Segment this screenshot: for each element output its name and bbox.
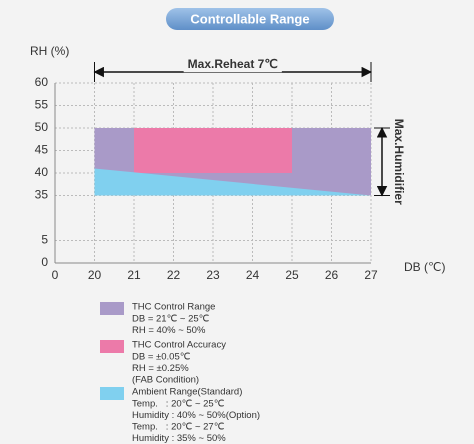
y-tick-label: 60 — [35, 75, 49, 89]
x-axis-label: DB (℃) — [404, 260, 445, 274]
y-tick-label: 50 — [35, 120, 49, 134]
region — [94, 168, 371, 196]
legend-detail: DB = 21℃ ~ 25℃ — [132, 314, 210, 325]
legend-detail: RH = ±0.25% — [132, 363, 189, 374]
x-tick-label: 26 — [325, 268, 339, 282]
legend-detail: RH = 40% ~ 50% — [132, 325, 206, 336]
legend-label: THC Control Accuracy — [132, 340, 226, 351]
x-tick-label: 27 — [364, 268, 378, 282]
legend-detail: Temp. : 20℃ ~ 27℃ — [132, 422, 225, 433]
x-tick-label: 0 — [52, 268, 59, 282]
legend-detail: (FAB Condition) — [132, 375, 199, 386]
chart-title: Controllable Range — [190, 11, 309, 26]
y-tick-label: 55 — [35, 98, 49, 112]
legend-swatch — [100, 387, 124, 400]
legend-label: Ambient Range(Standard) — [132, 387, 242, 398]
x-tick-label: 24 — [246, 268, 260, 282]
legend-detail: DB = ±0.05℃ — [132, 352, 191, 363]
legend-swatch — [100, 302, 124, 315]
legend-label: THC Control Range — [132, 302, 215, 313]
x-tick-label: 23 — [206, 268, 220, 282]
legend-detail: Humidity : 35% ~ 50% — [132, 433, 226, 444]
y-axis-label: RH (%) — [30, 44, 69, 58]
annotation: Max.Humidifier — [392, 119, 406, 205]
y-tick-label: 40 — [35, 165, 49, 179]
y-tick-label: 0 — [41, 255, 48, 269]
title-button — [166, 8, 334, 30]
annotation-bg — [183, 56, 282, 73]
x-tick-label: 20 — [88, 268, 102, 282]
y-tick-label: 45 — [35, 143, 49, 157]
legend-detail: Temp. : 20℃ ~ 25℃ — [132, 399, 225, 410]
region — [134, 128, 292, 173]
x-tick-label: 22 — [167, 268, 181, 282]
annotation: Max.Reheat 7℃ — [188, 57, 278, 71]
legend-swatch — [100, 340, 124, 353]
legend-detail: Humidity : 40% ~ 50%(Option) — [132, 410, 260, 421]
y-tick-label: 5 — [41, 233, 48, 247]
y-tick-label: 35 — [35, 188, 49, 202]
x-tick-label: 21 — [127, 268, 141, 282]
x-tick-label: 25 — [285, 268, 299, 282]
